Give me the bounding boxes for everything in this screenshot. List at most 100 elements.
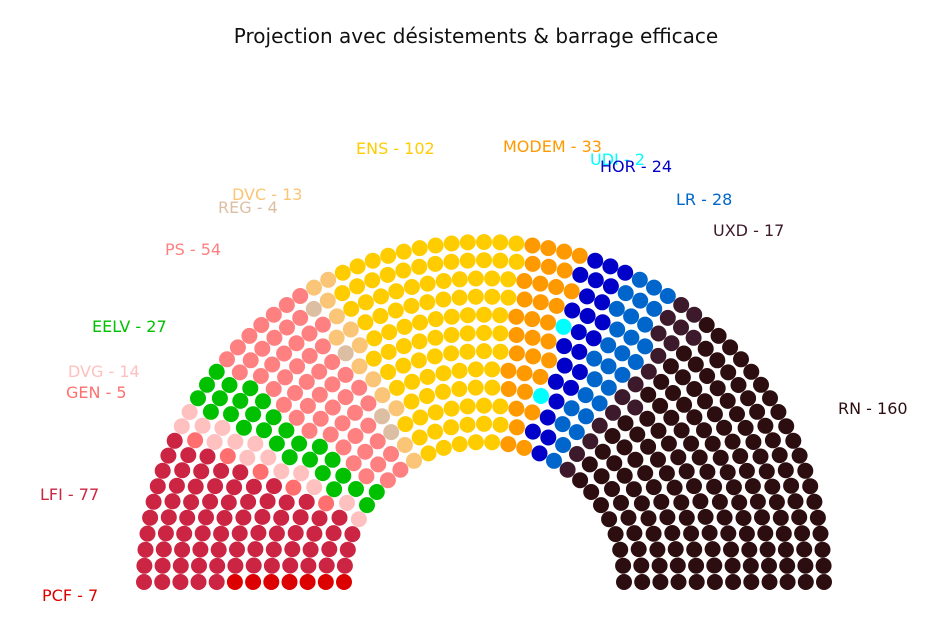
- seat-ps: [351, 379, 368, 396]
- seat-rn: [720, 364, 737, 381]
- seat-ens: [435, 383, 451, 400]
- seat-rn: [797, 574, 814, 590]
- seat-rn: [719, 464, 736, 481]
- seat-dvc: [388, 400, 405, 417]
- seat-pcf: [281, 574, 298, 590]
- party-label-hor: HOR - 24: [600, 157, 672, 176]
- seat-dvc: [306, 279, 322, 296]
- seat-ps: [265, 306, 282, 323]
- seat-hor: [547, 373, 564, 390]
- seat-ens: [395, 262, 412, 279]
- seat-reg: [305, 300, 322, 317]
- seat-lr: [591, 395, 608, 412]
- seat-rn: [749, 493, 766, 510]
- seat-rn: [710, 327, 727, 344]
- seat-rn: [770, 404, 787, 420]
- seat-eelv: [255, 393, 271, 410]
- seat-rn: [640, 438, 657, 455]
- seat-rn: [645, 479, 662, 496]
- seat-rn: [720, 525, 737, 542]
- seat-rn: [664, 525, 681, 541]
- seat-rn: [725, 479, 742, 496]
- seat-ens: [435, 439, 452, 456]
- seat-pcf: [226, 574, 243, 590]
- seat-dvg: [227, 433, 244, 450]
- seat-eelv: [235, 419, 252, 436]
- seat-rn: [688, 574, 705, 590]
- seat-eelv: [268, 435, 285, 452]
- seat-ens: [419, 388, 435, 404]
- seat-eelv: [302, 451, 318, 468]
- seat-lfi: [231, 525, 248, 542]
- seat-ens: [366, 330, 383, 347]
- seat-modem: [541, 352, 558, 369]
- seat-ens: [388, 283, 405, 300]
- seat-eelv: [335, 467, 352, 484]
- seat-reg: [374, 408, 390, 425]
- seat-ps: [360, 395, 377, 412]
- seat-rn: [581, 456, 598, 473]
- seat-modem: [540, 333, 557, 350]
- seat-ens: [467, 288, 484, 305]
- seat-lr: [631, 271, 648, 288]
- seat-rn: [650, 451, 666, 468]
- seat-lfi: [166, 432, 183, 449]
- seat-gen: [285, 479, 302, 496]
- seat-hor: [587, 252, 604, 269]
- seat-ens: [403, 297, 420, 314]
- seat-lfi: [139, 525, 156, 542]
- seat-rn: [617, 415, 634, 432]
- seat-rn: [686, 541, 703, 558]
- seat-ps: [287, 385, 303, 401]
- seat-ens: [492, 416, 509, 433]
- seat-rn: [645, 525, 662, 542]
- seat-rn: [594, 443, 611, 460]
- seat-ps: [369, 433, 386, 450]
- seat-rn: [686, 409, 703, 426]
- seat-pcf: [245, 574, 262, 590]
- seat-rn: [745, 434, 762, 450]
- seat-rn: [699, 463, 716, 480]
- seat-ens: [411, 333, 428, 350]
- seat-ens: [467, 361, 484, 378]
- seat-hor: [579, 288, 595, 305]
- seat-dvc: [328, 329, 345, 346]
- seat-rn: [616, 439, 633, 456]
- seat-lfi: [336, 557, 353, 574]
- seat-lfi: [155, 541, 172, 558]
- seat-rn: [683, 525, 700, 542]
- seat-dvc: [365, 371, 382, 388]
- seat-eelv: [291, 435, 308, 452]
- seat-rn: [662, 358, 679, 375]
- seat-ens: [443, 235, 460, 252]
- seat-ps: [345, 455, 362, 472]
- seat-rn: [730, 377, 747, 393]
- seat-lr: [586, 371, 603, 388]
- party-group-pcf: [226, 574, 352, 590]
- seat-rn: [719, 392, 736, 409]
- party-group-gen: [187, 432, 335, 512]
- seat-ens: [380, 364, 397, 380]
- seat-rn: [663, 409, 680, 426]
- seat-ens: [435, 365, 452, 382]
- seat-rn: [640, 510, 657, 527]
- seat-lfi: [229, 541, 245, 558]
- seat-rn: [812, 525, 829, 542]
- seat-rn: [758, 463, 775, 480]
- seat-rn: [630, 541, 647, 558]
- seat-lfi: [339, 541, 356, 558]
- seat-dvc: [328, 308, 345, 325]
- seat-modem: [548, 279, 565, 295]
- seat-lfi: [194, 525, 211, 542]
- seat-lfi: [160, 447, 177, 464]
- seat-rn: [794, 525, 811, 542]
- seat-ps: [337, 389, 354, 406]
- seat-lfi: [198, 509, 214, 526]
- seat-lfi: [318, 557, 335, 574]
- seat-rn: [688, 557, 705, 574]
- seat-rn: [698, 317, 715, 333]
- seat-ens: [467, 434, 484, 451]
- seat-rn: [669, 557, 686, 574]
- seat-rn: [722, 339, 739, 356]
- seat-ens: [412, 409, 429, 426]
